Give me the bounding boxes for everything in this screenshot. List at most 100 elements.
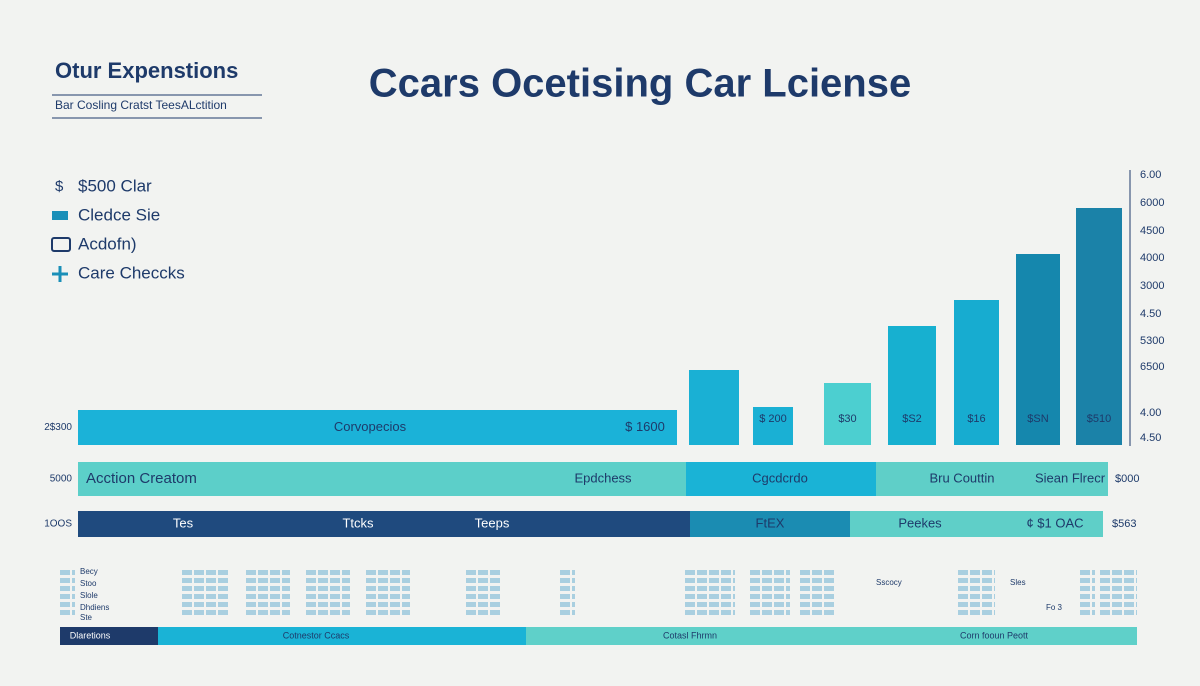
table-cell [306,570,316,575]
table-cell [1124,594,1134,599]
table-cell [258,594,268,599]
axis-label: 4.00 [1140,407,1161,419]
table-cell [490,594,500,599]
table-cell [572,586,575,591]
table-cell [402,602,410,607]
table-cell [697,602,707,607]
table-cell [402,570,410,575]
table-cell [982,594,992,599]
table-cell [733,602,735,607]
table-cell [560,570,570,575]
table-cell [560,578,570,583]
table-cell [1136,594,1137,599]
table-cell [1092,602,1095,607]
table-cell [402,610,410,615]
table-cell [750,610,760,615]
table-cell [1112,578,1122,583]
footer-segment [526,627,850,645]
table-cell [1100,610,1110,615]
table-cell [218,578,228,583]
table-cell [330,610,340,615]
table-cell [958,602,968,607]
row-text: Ttcks [342,515,374,530]
table-cell [182,594,192,599]
table-cell [270,610,280,615]
table-cell [206,602,216,607]
table-cell [282,594,290,599]
table-cell [390,602,400,607]
table-cell [72,594,75,599]
table-cell [306,610,316,615]
table-cell [246,578,256,583]
table-cell [366,602,376,607]
table-cell [206,610,216,615]
table-cell [697,578,707,583]
table-cell [72,602,75,607]
table-cell [970,586,980,591]
table-cell [709,610,719,615]
table-cell [72,578,75,583]
table-cell [958,610,968,615]
row-text: Siean Flrecr [1035,470,1106,485]
table-cell [60,586,70,591]
table-cell [206,586,216,591]
table-note: Ste [80,613,93,622]
table-cell [982,586,992,591]
table-cell [490,602,500,607]
table-cell [342,594,350,599]
table-cell [560,602,570,607]
table-cell [824,586,834,591]
table-cell [258,570,268,575]
table-cell [342,570,350,575]
column [1016,254,1060,445]
table-cell [762,570,772,575]
axis-label: 6000 [1140,197,1164,209]
legend-icon [52,266,68,282]
table-cell [218,586,228,591]
table-cell [812,570,822,575]
column-label: $ 200 [759,413,787,425]
table-cell [786,594,790,599]
row-segment [850,511,1103,537]
table-cell [958,578,968,583]
table-cell [342,578,350,583]
axis-label: 4.50 [1140,308,1161,320]
table-cell [1080,610,1090,615]
table-cell [318,570,328,575]
table-cell [721,594,731,599]
table-cell [697,586,707,591]
table-cell [1080,578,1090,583]
footer-segment [158,627,526,645]
table-cell [800,570,810,575]
table-cell [697,610,707,615]
table-cell [218,594,228,599]
table-cell [478,610,488,615]
footer-label: Cotasl Fhrmn [663,630,717,640]
table-cell [1080,570,1090,575]
table-cell [490,570,500,575]
table-cell [786,570,790,575]
table-cell [330,586,340,591]
legend-icon: $ [55,178,64,195]
table-cell [970,602,980,607]
table-cell [762,594,772,599]
table-cell [982,578,992,583]
table-cell [390,570,400,575]
table-cell [206,578,216,583]
table-cell [478,602,488,607]
table-cell [774,586,784,591]
table-cell [490,610,500,615]
axis-label: 4000 [1140,252,1164,264]
table-cell [194,578,204,583]
table-cell [824,594,834,599]
table-cell [685,578,695,583]
table-cell [466,586,476,591]
table-cell [402,578,410,583]
table-cell [560,586,570,591]
table-cell [709,570,719,575]
table-cell [812,594,822,599]
table-note: Fo 3 [1046,603,1063,612]
table-cell [762,602,772,607]
table-cell [318,602,328,607]
table-cell [282,602,290,607]
